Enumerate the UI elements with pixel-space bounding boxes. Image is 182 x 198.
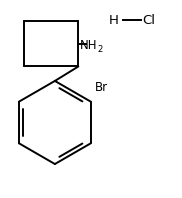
Text: Cl: Cl [143,14,155,27]
Text: Br: Br [95,81,108,94]
Text: H: H [109,14,119,27]
Text: 2: 2 [98,45,103,54]
Text: NH: NH [80,39,98,52]
